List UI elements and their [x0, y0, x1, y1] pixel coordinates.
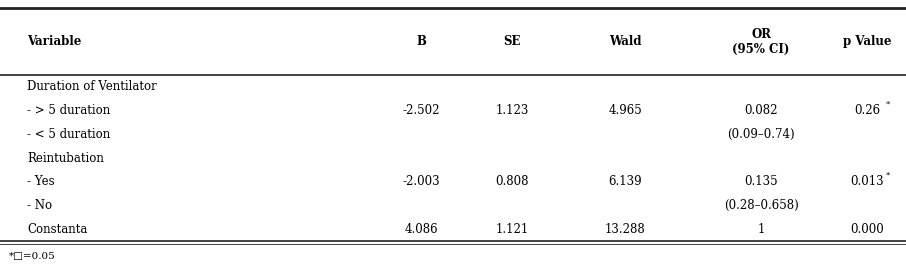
- Text: (0.28–0.658): (0.28–0.658): [724, 199, 798, 212]
- Text: Wald: Wald: [609, 35, 641, 48]
- Text: 13.288: 13.288: [605, 223, 645, 236]
- Text: B: B: [417, 35, 426, 48]
- Text: p Value: p Value: [843, 35, 892, 48]
- Text: -2.502: -2.502: [402, 104, 440, 117]
- Text: - Yes: - Yes: [27, 175, 54, 188]
- Text: Reintubation: Reintubation: [27, 152, 104, 165]
- Text: 0.013: 0.013: [851, 175, 884, 188]
- Text: 0.26: 0.26: [854, 104, 881, 117]
- Text: - < 5 duration: - < 5 duration: [27, 128, 111, 141]
- Text: Constanta: Constanta: [27, 223, 88, 236]
- Text: Duration of Ventilator: Duration of Ventilator: [27, 80, 157, 94]
- Text: 0.808: 0.808: [496, 175, 528, 188]
- Text: -2.003: -2.003: [402, 175, 440, 188]
- Text: Variable: Variable: [27, 35, 82, 48]
- Text: *: *: [886, 172, 890, 180]
- Text: *: *: [886, 101, 890, 109]
- Text: OR
(95% CI): OR (95% CI): [732, 28, 790, 55]
- Text: - > 5 duration: - > 5 duration: [27, 104, 111, 117]
- Text: (0.09–0.74): (0.09–0.74): [728, 128, 795, 141]
- Text: *□=0.05: *□=0.05: [9, 252, 56, 261]
- Text: 6.139: 6.139: [608, 175, 642, 188]
- Text: 0.000: 0.000: [851, 223, 884, 236]
- Text: 1.121: 1.121: [496, 223, 528, 236]
- Text: 0.135: 0.135: [744, 175, 778, 188]
- Text: SE: SE: [503, 35, 521, 48]
- Text: 4.965: 4.965: [608, 104, 642, 117]
- Text: 4.086: 4.086: [404, 223, 439, 236]
- Text: 1.123: 1.123: [496, 104, 528, 117]
- Text: - No: - No: [27, 199, 53, 212]
- Text: 0.082: 0.082: [745, 104, 777, 117]
- Text: 1: 1: [757, 223, 765, 236]
